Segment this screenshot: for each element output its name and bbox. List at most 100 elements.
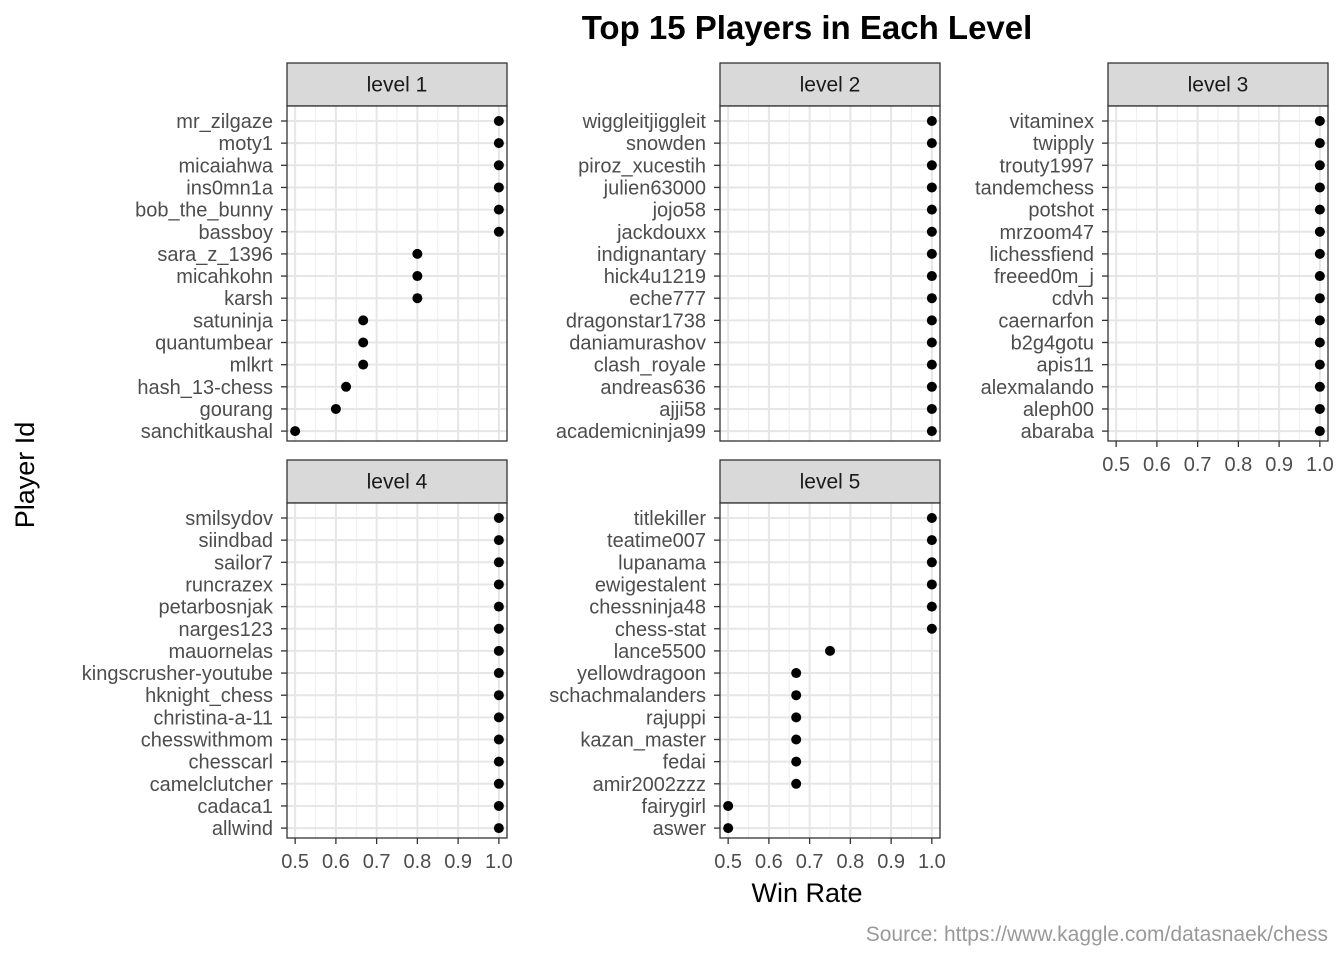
chart-title: Top 15 Players in Each Level xyxy=(582,9,1033,46)
player-label: lance5500 xyxy=(614,641,706,663)
player-label: chesswithmom xyxy=(141,730,273,752)
data-point xyxy=(1314,381,1325,392)
player-label: twipply xyxy=(1033,133,1094,155)
player-label: ewigestalent xyxy=(595,574,707,596)
player-label: mauornelas xyxy=(168,641,273,663)
player-label: christina-a-11 xyxy=(153,707,273,729)
player-label: runcrazex xyxy=(185,574,273,596)
player-label: sara_z_1396 xyxy=(157,244,273,266)
data-point xyxy=(1314,116,1325,126)
data-point xyxy=(723,823,734,834)
data-point xyxy=(1314,226,1325,237)
data-point xyxy=(791,668,802,679)
player-label: chesscarl xyxy=(189,752,273,774)
player-label: fedai xyxy=(663,752,706,774)
x-tick-label: 0.5 xyxy=(714,851,742,873)
player-label: chessninja48 xyxy=(589,597,706,619)
data-point xyxy=(1314,293,1325,304)
data-point xyxy=(1314,403,1325,414)
strip-background xyxy=(1107,62,1329,107)
data-point xyxy=(926,248,937,259)
data-point xyxy=(290,426,301,437)
data-point xyxy=(493,823,504,834)
player-label: titlekiller xyxy=(634,508,707,530)
x-tick-label: 0.9 xyxy=(877,851,905,873)
player-label: schachmalanders xyxy=(549,685,706,707)
data-point xyxy=(493,204,504,215)
data-point xyxy=(1314,426,1325,437)
data-point xyxy=(791,778,802,789)
player-label: dragonstar1738 xyxy=(566,310,706,332)
data-point xyxy=(926,557,937,568)
strip-label: level 4 xyxy=(367,471,428,494)
player-label: mrzoom47 xyxy=(1000,222,1094,244)
player-label: yellowdragoon xyxy=(577,663,706,685)
player-label: wiggleitjiggleit xyxy=(582,111,707,133)
strip-label: level 5 xyxy=(800,471,861,494)
player-label: clash_royale xyxy=(594,355,706,377)
x-tick-label: 0.7 xyxy=(363,851,391,873)
player-label: jojo58 xyxy=(652,200,706,222)
panel-level-3: level 3 vitaminextwipplytrouty1997tandemc… xyxy=(975,62,1334,476)
data-point xyxy=(926,337,937,348)
player-label: mlkrt xyxy=(230,355,274,377)
data-point xyxy=(493,734,504,745)
data-point xyxy=(493,668,504,679)
player-label: hick4u1219 xyxy=(604,266,706,288)
data-point xyxy=(926,579,937,590)
player-label: petarbosnjak xyxy=(158,597,274,619)
data-point xyxy=(493,513,504,523)
data-point xyxy=(825,645,835,656)
x-tick-label: 0.6 xyxy=(322,851,350,873)
data-point xyxy=(1314,182,1325,193)
panel-border xyxy=(1107,105,1329,442)
player-label: potshot xyxy=(1028,200,1094,222)
player-label: camelclutcher xyxy=(150,774,274,796)
panel-level-1: level 1mr_zilgazemoty1micaiahwains0mn1ab… xyxy=(135,62,508,443)
data-point xyxy=(493,623,504,634)
data-point xyxy=(926,271,937,282)
player-label: ins0mn1a xyxy=(186,177,274,199)
x-tick-label: 0.9 xyxy=(1265,454,1293,476)
x-tick-label: 1.0 xyxy=(485,851,513,873)
player-label: abaraba xyxy=(1021,421,1095,443)
player-label: karsh xyxy=(224,288,273,310)
data-point xyxy=(926,623,937,634)
panel-border xyxy=(286,105,508,442)
player-label: jackdouxx xyxy=(616,222,706,244)
data-point xyxy=(791,734,802,745)
strip-background xyxy=(286,459,508,504)
data-point xyxy=(493,138,504,149)
data-point xyxy=(791,756,802,767)
player-label: micahkohn xyxy=(176,266,273,288)
data-point xyxy=(926,116,937,126)
x-tick-label: 0.6 xyxy=(755,851,783,873)
data-point xyxy=(926,182,937,193)
panel-border xyxy=(719,105,941,442)
data-point xyxy=(926,426,937,437)
data-point xyxy=(1314,271,1325,282)
data-point xyxy=(926,138,937,149)
data-point xyxy=(926,226,937,237)
player-label: academicninja99 xyxy=(556,421,706,443)
player-label: narges123 xyxy=(178,619,273,641)
data-point xyxy=(926,513,937,523)
player-label: siindbad xyxy=(198,530,273,552)
data-point xyxy=(791,690,802,701)
data-point xyxy=(358,337,369,348)
data-point xyxy=(358,359,369,370)
player-label: daniamurashov xyxy=(569,333,706,355)
data-point xyxy=(1314,315,1325,326)
x-tick-label: 0.9 xyxy=(444,851,472,873)
data-point xyxy=(493,645,504,656)
player-label: lupanama xyxy=(618,552,707,574)
player-label: smilsydov xyxy=(185,508,273,530)
data-point xyxy=(493,778,504,789)
player-label: kazan_master xyxy=(580,730,706,752)
player-label: tandemchess xyxy=(975,177,1094,199)
x-tick-label: 0.8 xyxy=(403,851,431,873)
data-point xyxy=(412,271,423,282)
data-point xyxy=(1314,359,1325,370)
player-label: ajji58 xyxy=(659,399,706,421)
